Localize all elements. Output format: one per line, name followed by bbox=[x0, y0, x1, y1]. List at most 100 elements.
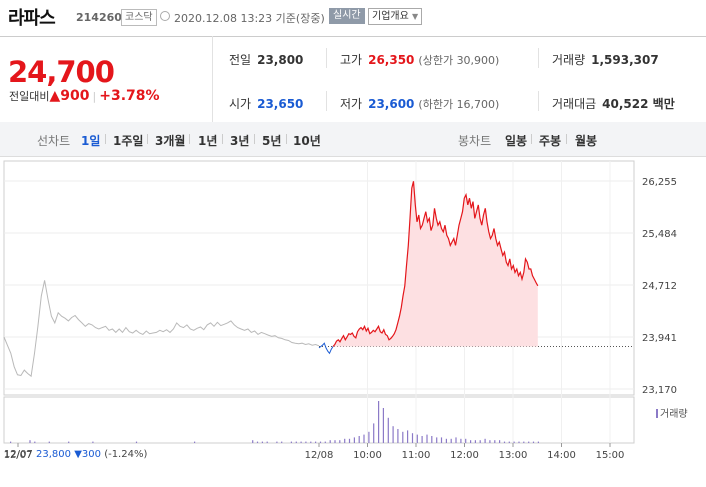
tab-monthly[interactable]: 월봉 bbox=[575, 134, 598, 148]
lower-limit-label: (하한가 bbox=[418, 98, 454, 111]
stat-trade-amount: 거래대금 40,522 백만 bbox=[552, 95, 675, 112]
y-tick-label: 25,484 bbox=[642, 229, 677, 240]
stat-value: 23,800 bbox=[257, 53, 304, 67]
volume-bar bbox=[358, 436, 360, 443]
volume-bar bbox=[135, 441, 138, 443]
y-tick-label: 26,255 bbox=[642, 177, 677, 188]
volume-bar bbox=[387, 417, 389, 443]
volume-bar bbox=[68, 441, 70, 443]
volume-bar bbox=[276, 441, 278, 443]
volume-bar bbox=[411, 433, 414, 443]
stat-label: 거래대금 bbox=[552, 97, 597, 111]
clock-icon bbox=[160, 11, 170, 21]
volume-bar bbox=[440, 437, 443, 443]
volume-bar bbox=[450, 438, 452, 443]
tab-1y[interactable]: 1년 bbox=[198, 134, 218, 148]
volume-bar bbox=[319, 441, 322, 443]
volume-bar bbox=[305, 441, 307, 443]
volume-bar bbox=[334, 440, 336, 443]
volume-bar bbox=[315, 441, 317, 443]
divider bbox=[222, 134, 223, 144]
lower-limit-value: 16,700) bbox=[456, 98, 500, 111]
volume-legend-label: 거래량 bbox=[660, 409, 688, 420]
company-overview-label: 기업개요 bbox=[372, 11, 409, 22]
volume-bar bbox=[92, 441, 94, 443]
tab-10y[interactable]: 10년 bbox=[293, 134, 321, 148]
volume-bar bbox=[324, 441, 326, 443]
volume-bar bbox=[470, 440, 472, 443]
x-tick-label: 10:00 bbox=[353, 450, 382, 461]
footer-percent: (-1.24%) bbox=[104, 449, 148, 460]
volume-bar bbox=[532, 441, 535, 443]
tab-1d[interactable]: 1일 bbox=[81, 134, 101, 148]
volume-bar bbox=[421, 436, 423, 443]
tab-5y[interactable]: 5년 bbox=[262, 134, 282, 148]
tab-3m[interactable]: 3개월 bbox=[155, 134, 186, 148]
volume-bar bbox=[353, 437, 355, 443]
stat-value: 26,350 bbox=[368, 53, 415, 67]
volume-bar bbox=[523, 441, 525, 443]
lower-limit: (하한가 16,700) bbox=[418, 98, 499, 111]
stat-value: 23,600 bbox=[368, 97, 415, 111]
volume-bar bbox=[256, 441, 259, 443]
stat-low: 저가 23,600 (하한가 16,700) bbox=[340, 95, 499, 112]
divider bbox=[538, 48, 539, 68]
divider bbox=[189, 134, 190, 144]
tab-daily[interactable]: 일봉 bbox=[505, 134, 528, 148]
volume-bar bbox=[455, 437, 457, 443]
volume-bar bbox=[426, 434, 428, 443]
stat-open: 시가 23,650 bbox=[229, 95, 303, 112]
divider bbox=[326, 48, 327, 68]
realtime-button[interactable]: 실시간 bbox=[329, 8, 365, 24]
volume-bar bbox=[295, 441, 297, 443]
volume-bar bbox=[460, 438, 462, 443]
y-tick-label: 24,712 bbox=[642, 281, 677, 292]
volume-bar bbox=[484, 438, 486, 443]
price-chart: 26,255 25,484 24,712 23,941 23,170 12/07 12/08… bbox=[3, 160, 677, 461]
volume-bar bbox=[29, 440, 31, 443]
tab-1w[interactable]: 1주일 bbox=[113, 134, 144, 148]
divider bbox=[212, 36, 213, 122]
divider bbox=[105, 134, 106, 144]
divider bbox=[531, 134, 532, 144]
footer-date: 12/07 bbox=[4, 449, 33, 460]
price-plot-frame bbox=[3, 160, 635, 396]
volume-bar bbox=[402, 431, 404, 443]
footer-close: 23,800 bbox=[36, 449, 72, 460]
divider bbox=[254, 134, 255, 144]
company-overview-button[interactable]: 기업개요 ▼ bbox=[368, 8, 423, 25]
volume-bar bbox=[392, 426, 394, 443]
volume-bar bbox=[382, 408, 384, 443]
volume-bar bbox=[34, 441, 36, 443]
x-tick-label: 11:00 bbox=[402, 450, 431, 461]
stat-label: 전일 bbox=[229, 53, 252, 67]
divider bbox=[286, 134, 287, 144]
up-arrow-icon: ▲ bbox=[49, 88, 61, 104]
volume-bar bbox=[518, 441, 520, 443]
x-tick-label: 13:00 bbox=[499, 450, 528, 461]
volume-bar bbox=[503, 441, 506, 443]
divider bbox=[566, 134, 567, 144]
stat-value: 40,522 백만 bbox=[602, 97, 675, 111]
down-price-line bbox=[318, 342, 334, 355]
volume-bar bbox=[436, 437, 438, 443]
volume-bar bbox=[378, 401, 380, 443]
volume-bar bbox=[363, 434, 365, 443]
volume-bar bbox=[407, 430, 409, 443]
volume-bar bbox=[261, 441, 263, 443]
tab-3y[interactable]: 3년 bbox=[230, 134, 250, 148]
tab-weekly[interactable]: 주봉 bbox=[539, 134, 562, 148]
volume-bar bbox=[373, 423, 375, 443]
stat-prev-close: 전일 23,800 bbox=[229, 51, 303, 68]
volume-bar bbox=[266, 441, 268, 443]
stat-label: 시가 bbox=[229, 97, 252, 111]
divider bbox=[538, 91, 539, 111]
quote-timestamp: 2020.12.08 13:23 기준(장중) bbox=[174, 12, 325, 25]
chart-tabs: 선차트 1일 1주일 3개월 1년 3년 5년 10년 봉차트 일봉 주봉 월봉 bbox=[0, 122, 706, 157]
x-tick-label: 12:00 bbox=[450, 450, 479, 461]
down-arrow-icon: ▼ bbox=[74, 449, 82, 460]
volume-bar bbox=[445, 438, 447, 443]
volume-bar bbox=[474, 440, 476, 443]
upper-limit-label: (상한가 bbox=[418, 54, 454, 67]
volume-plot-frame bbox=[3, 396, 635, 444]
